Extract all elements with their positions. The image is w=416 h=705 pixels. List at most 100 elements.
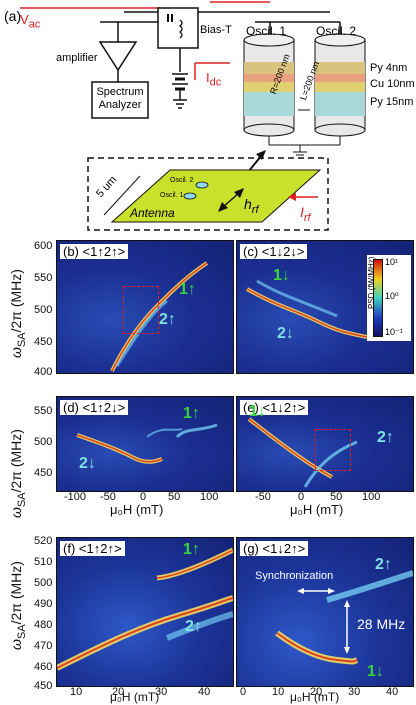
panel-g-state-top: 2↑ xyxy=(375,556,392,573)
panel-b-state-top: 1↑ xyxy=(179,281,196,298)
ylabel-top-rest: /2π (MHz) xyxy=(8,269,24,333)
ytick: 490 xyxy=(34,598,53,610)
spectrum-analyzer-label: Spectrum Analyzer xyxy=(96,86,144,111)
xtick: 0 xyxy=(298,491,305,503)
ylabel-mid: ωSA/2π (MHz) xyxy=(8,429,28,518)
schematic-lines xyxy=(20,1,366,231)
panel-f-label-text: (f) xyxy=(63,541,76,556)
panel-d: (d) <1↑2↓> 1↑ 2↓ xyxy=(56,396,234,492)
panel-c-traces xyxy=(246,279,368,339)
amplifier-icon xyxy=(98,41,138,72)
colorbar-tick: 10⁰ xyxy=(385,291,399,301)
ylabel-bottom-rest: /2π (MHz) xyxy=(8,561,24,625)
ytick: 460 xyxy=(34,661,53,673)
py-top-label: Py 4nm xyxy=(370,62,408,74)
xtick: 30 xyxy=(155,686,168,698)
xtick: -50 xyxy=(100,491,116,503)
panel-d-label-text: (d) xyxy=(63,400,79,415)
xtick: -50 xyxy=(255,491,271,503)
panel-b: (b) <1↑2↑> 1↑ 2↑ xyxy=(56,240,234,374)
panel-d-state-top: 1↑ xyxy=(183,405,200,422)
colorbar-gradient xyxy=(373,259,383,337)
panel-e-label-text: (e) xyxy=(243,400,259,415)
oscil2-label: Oscil. 2 xyxy=(316,24,357,38)
ylabel-mid-rest: /2π (MHz) xyxy=(8,429,24,493)
panel-f-state-bottom: 2↑ xyxy=(185,618,202,635)
bias-t-box xyxy=(157,7,199,49)
vac-text: V xyxy=(20,12,29,27)
ylabel-top-omega: ω xyxy=(8,347,24,358)
schematic: (a) Vac amplifier Spectrum Analyzer Bias… xyxy=(0,0,416,235)
xtick: 0 xyxy=(140,491,147,503)
xtick: 50 xyxy=(330,491,343,503)
ytick: 500 xyxy=(34,436,53,448)
panel-e-state-top: 1↓ xyxy=(249,403,266,420)
irf-sub: rf xyxy=(303,211,311,224)
ytick: 470 xyxy=(34,640,53,652)
panel-g-state: <1↓2↑> xyxy=(262,541,306,556)
panel-d-traces xyxy=(76,423,218,464)
panel-c-label: (c) <1↓2↓> xyxy=(240,244,308,259)
xtick: 40 xyxy=(386,686,399,698)
panel-f-state-top: 1↑ xyxy=(183,541,200,558)
xtick: 20 xyxy=(112,686,125,698)
panel-d-label: (d) <1↑2↓> xyxy=(60,400,129,415)
ytick: 480 xyxy=(34,619,53,631)
panel-b-label: (b) <1↑2↑> xyxy=(60,244,129,259)
panel-b-highlight-box xyxy=(123,286,159,334)
xtick: 100 xyxy=(200,491,219,503)
panel-g-background xyxy=(237,538,413,686)
xtick: 0 xyxy=(240,686,247,698)
panel-c-label-text: (c) xyxy=(243,244,259,259)
panel-g-label: (g) <1↓2↑> xyxy=(240,541,309,556)
panel-e-state: <1↓2↑> xyxy=(262,400,306,415)
panel-e: (e) <1↓2↑> 1↓ 2↑ xyxy=(236,396,414,492)
py-bottom-label: Py 15nm xyxy=(370,96,414,108)
ytick: 600 xyxy=(34,240,53,252)
ylabel-top-sub: SA xyxy=(15,332,28,348)
ytick: 510 xyxy=(34,556,53,568)
spectrum-analyzer-box xyxy=(91,81,149,119)
oscil1-label: Oscil. 1 xyxy=(246,24,287,38)
small-osc1-label: Oscil. 1 xyxy=(160,192,184,199)
xtick: 20 xyxy=(310,686,323,698)
ylabel-mid-omega: ω xyxy=(8,507,24,518)
panel-f-label: (f) <1↑2↑> xyxy=(60,541,125,556)
panel-c-state-bottom: 2↓ xyxy=(277,325,294,342)
xlabel-bottom-left: μ₀H (mT) xyxy=(110,690,160,704)
ytick: 450 xyxy=(34,336,53,348)
ytick: 450 xyxy=(34,467,53,479)
xlabel-mid-left: μ₀H (mT) xyxy=(110,502,164,517)
bias-t-label: Bias-T xyxy=(200,24,232,36)
xlabel-mid-right: μ₀H (mT) xyxy=(290,502,344,517)
xtick: 100 xyxy=(362,491,381,503)
panel-b-state: <1↑2↑> xyxy=(82,244,126,259)
colorbar-label: PSD (fW/MHz) xyxy=(367,256,376,309)
panel-f-state: <1↑2↑> xyxy=(78,541,122,556)
ytick: 500 xyxy=(34,577,53,589)
panel-g-traces xyxy=(275,570,413,665)
idc-label: Idc xyxy=(206,70,221,89)
xtick: 10 xyxy=(272,686,285,698)
vac-label: Vac xyxy=(20,12,40,31)
small-osc2-label: Oscil. 2 xyxy=(170,177,194,184)
xtick: 50 xyxy=(168,491,181,503)
colorbar-tick: 10¹ xyxy=(385,257,399,267)
panel-e-state-bottom: 2↑ xyxy=(377,429,394,446)
panel-c-state-top: 1↓ xyxy=(273,267,290,284)
amplifier-label: amplifier xyxy=(56,52,98,64)
hrf-text: h xyxy=(244,196,252,212)
ytick: 520 xyxy=(34,535,53,547)
antenna-label: Antenna xyxy=(130,206,175,220)
xtick: 10 xyxy=(70,686,83,698)
ytick: 550 xyxy=(34,272,53,284)
xtick: 30 xyxy=(348,686,361,698)
ylabel-bottom: ωSA/2π (MHz) xyxy=(8,561,28,650)
pillar-2 xyxy=(314,33,366,137)
panel-b-state-bottom: 2↑ xyxy=(159,311,176,328)
panel-d-state-bottom: 2↓ xyxy=(79,455,96,472)
colorbar: PSD (fW/MHz) 10¹ 10⁰ 10⁻¹ xyxy=(367,255,411,341)
idc-text: I xyxy=(206,70,210,85)
panel-c-state: <1↓2↓> xyxy=(261,244,305,259)
panel-g: (g) <1↓2↑> Synchronization 28 MHz 2↑ 1↓ xyxy=(236,537,414,687)
